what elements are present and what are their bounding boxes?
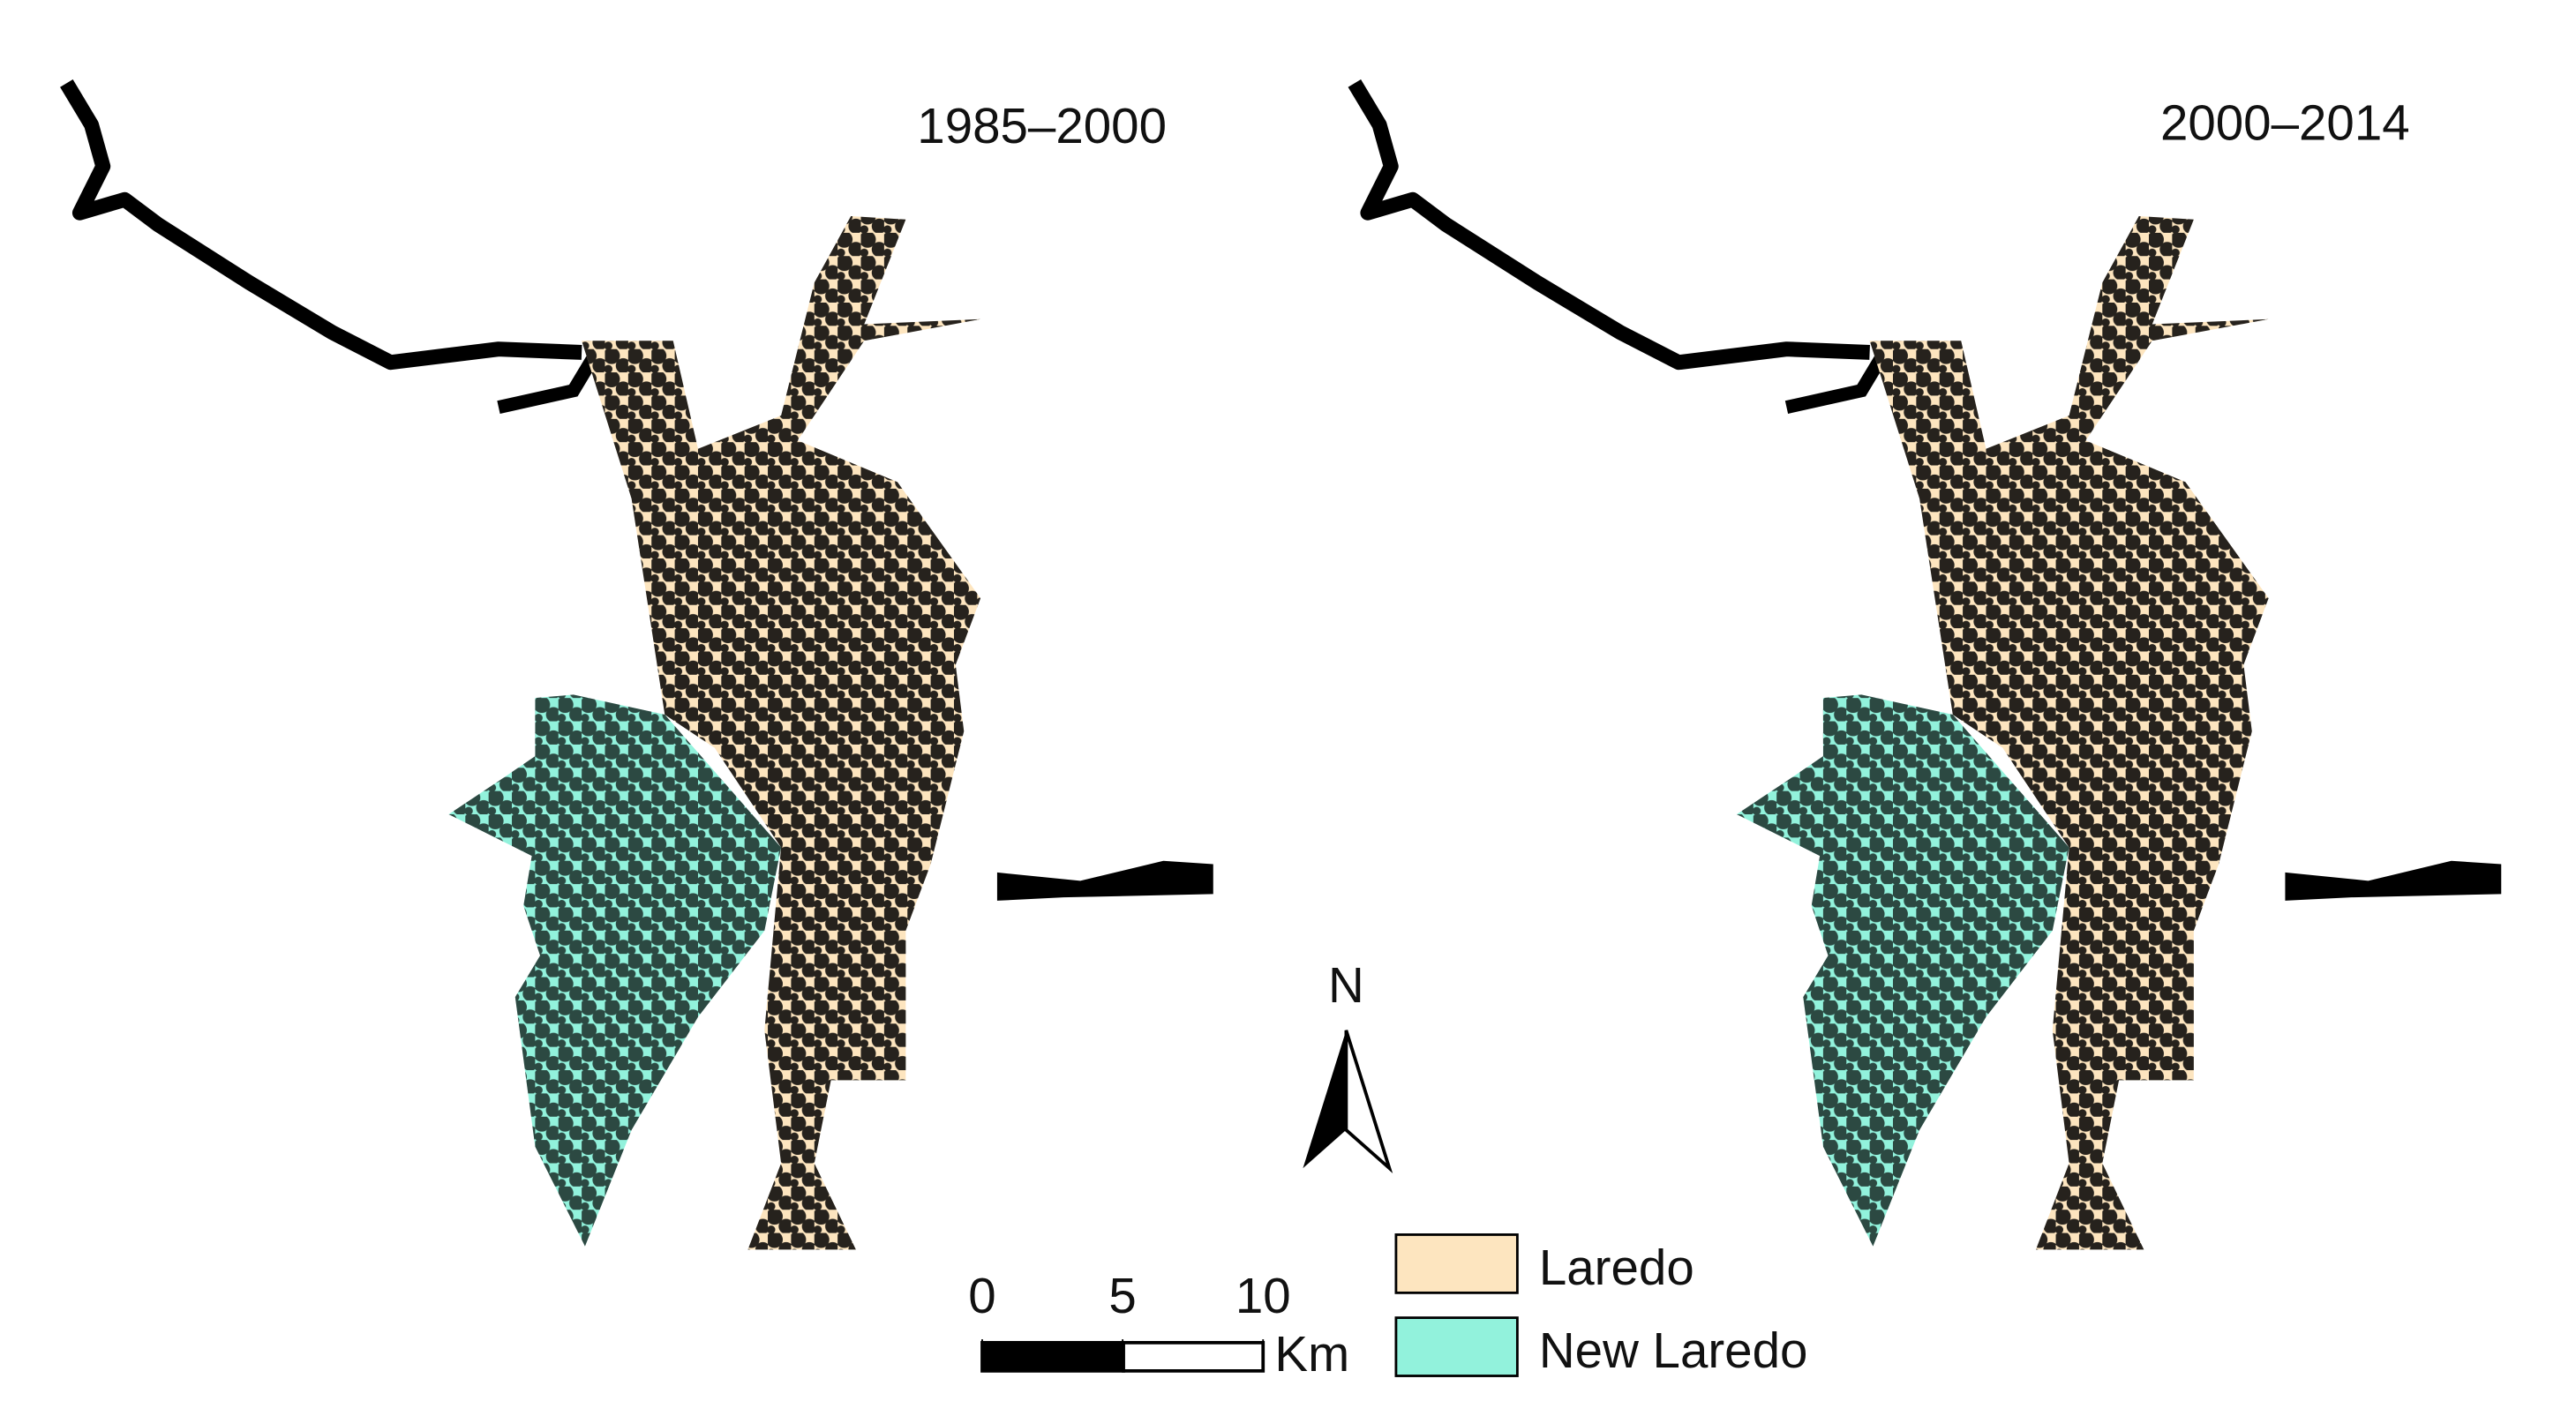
map-title: 2000–2014 — [2160, 94, 2410, 150]
north-label: N — [1328, 957, 1364, 1013]
legend-swatch — [1394, 1316, 1519, 1377]
legend-label: New Laredo — [1539, 1322, 1808, 1378]
legend-swatch — [1394, 1233, 1519, 1294]
scale-bar: Km 0 5 10 — [968, 1268, 1349, 1382]
map-title: 1985–2000 — [917, 98, 1167, 154]
scale-tick-label: 10 — [1235, 1268, 1291, 1323]
scale-tick-label: 0 — [968, 1268, 995, 1323]
map-2000-2014 — [1355, 83, 2501, 1249]
legend: Laredo New Laredo — [1394, 1233, 1808, 1378]
north-arrow — [1303, 1030, 1393, 1174]
map-1985-2000 — [66, 83, 1213, 1249]
scale-tick-label: 5 — [1108, 1268, 1136, 1323]
scale-unit: Km — [1274, 1326, 1349, 1382]
scale-segment — [1122, 1340, 1265, 1373]
legend-label: Laredo — [1539, 1240, 1694, 1295]
scale-segment — [980, 1340, 1125, 1373]
